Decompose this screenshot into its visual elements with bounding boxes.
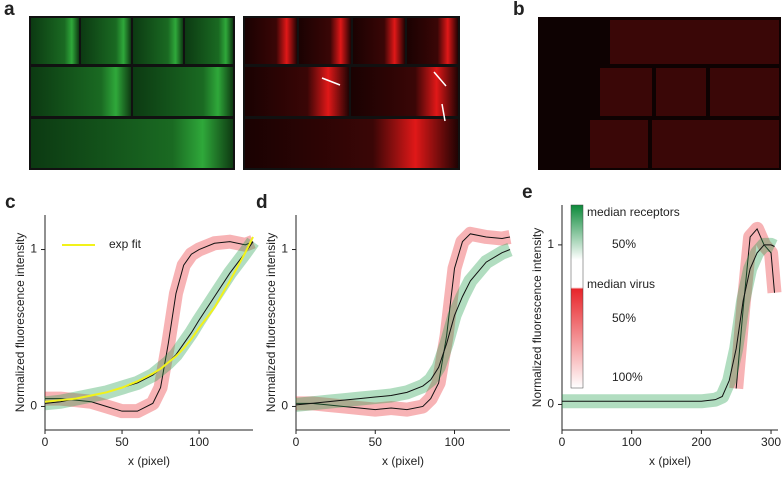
median-line (45, 241, 254, 412)
y-tick-label: 0 (281, 399, 288, 413)
x-tick-label: 50 (369, 435, 383, 449)
x-tick-label: 100 (189, 435, 209, 449)
x-tick-label: 0 (559, 435, 566, 449)
legend-scale-label: 100% (612, 370, 643, 384)
x-tick-label: 100 (445, 435, 465, 449)
spread-band (295, 243, 513, 412)
spread-band (296, 226, 512, 417)
legend-label: median virus (587, 277, 655, 291)
panel-label: e (522, 182, 533, 203)
y-tick-label: 0 (30, 399, 37, 413)
legend-scale-label: 50% (612, 311, 636, 325)
microscopy-green (29, 16, 235, 170)
x-tick-label: 0 (293, 435, 300, 449)
y-tick-label: 1 (30, 242, 37, 256)
median-line (296, 233, 511, 411)
panel-label: a (4, 0, 15, 20)
colorbar (570, 204, 584, 389)
y-axis-label: Normalized fluorescence intensity (13, 233, 27, 412)
x-axis-label: x (pixel) (649, 454, 691, 468)
spread-band (45, 234, 256, 419)
panel-label: d (256, 192, 268, 213)
y-tick-label: 1 (281, 242, 288, 256)
legend-label: median receptors (587, 205, 680, 219)
microscopy-b (538, 17, 781, 170)
x-axis-label: x (pixel) (382, 454, 424, 468)
x-axis-label: x (pixel) (128, 454, 170, 468)
y-tick-label: 0 (547, 397, 554, 411)
microscopy-red (243, 16, 460, 170)
y-axis-label: Normalized fluorescence intensity (530, 228, 544, 407)
median-line (295, 249, 511, 406)
panel-label: b (513, 0, 525, 20)
legend-scale-label: 50% (612, 237, 636, 251)
median-line (735, 228, 776, 389)
panel-label: c (5, 192, 16, 213)
y-axis-label: Normalized fluorescence intensity (264, 233, 278, 412)
spread-band (44, 237, 259, 411)
fit-line (44, 236, 254, 403)
y-tick-label: 1 (547, 237, 554, 251)
x-tick-label: 200 (691, 435, 711, 449)
x-tick-label: 50 (115, 435, 129, 449)
legend-label: exp fit (109, 237, 142, 251)
x-tick-label: 100 (622, 435, 642, 449)
median-line (562, 244, 775, 402)
x-tick-label: 300 (761, 435, 781, 449)
x-tick-label: 0 (42, 435, 49, 449)
